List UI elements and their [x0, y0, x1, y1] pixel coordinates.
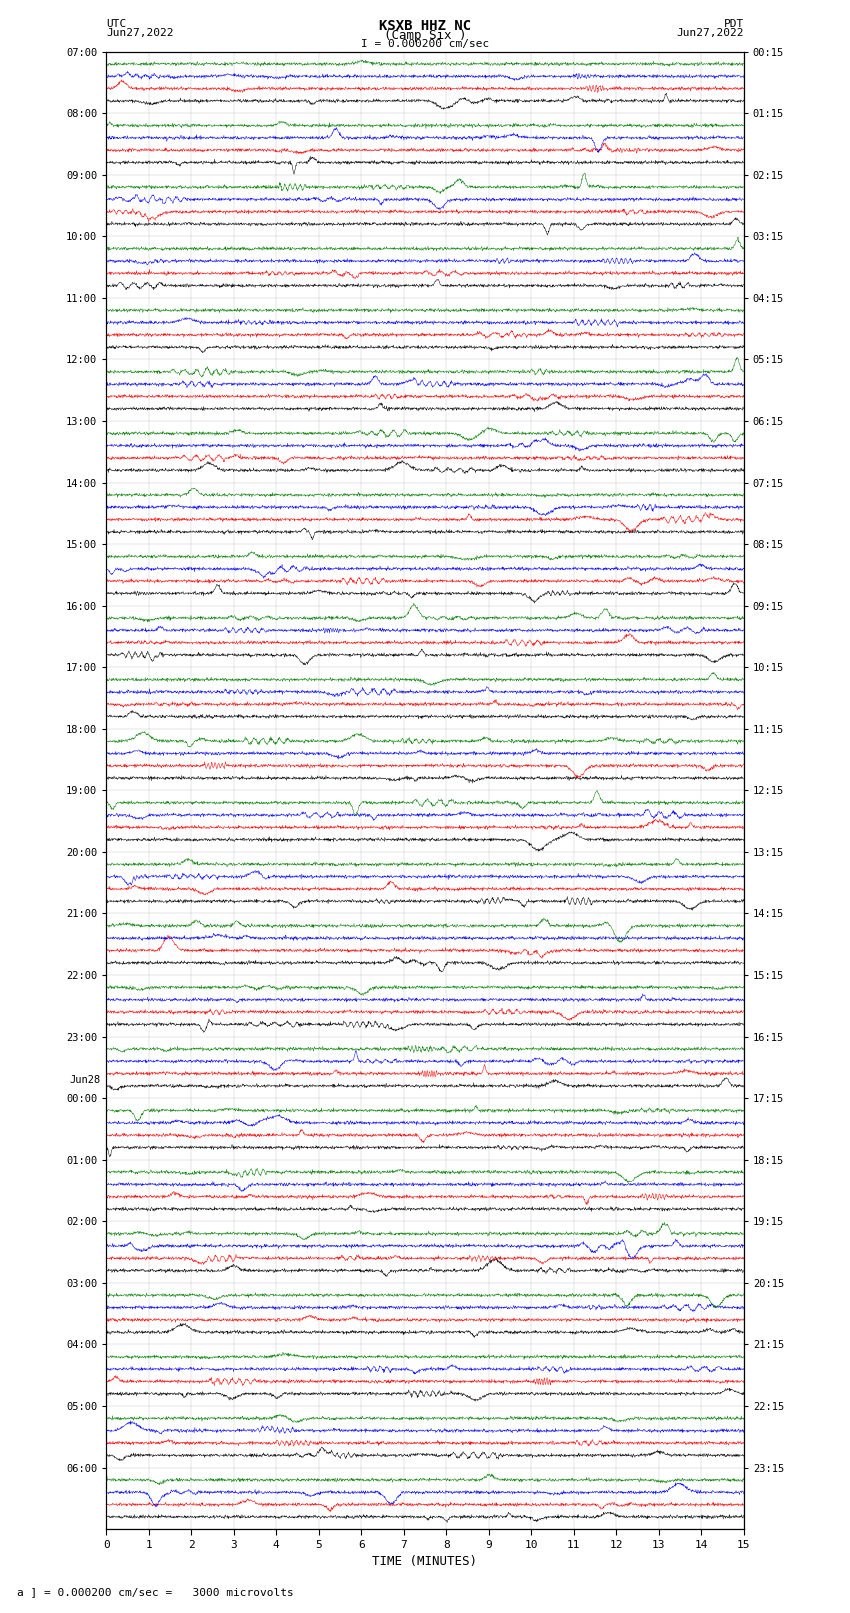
Text: UTC: UTC	[106, 18, 127, 29]
Text: Jun27,2022: Jun27,2022	[106, 29, 173, 39]
Text: Jun28: Jun28	[69, 1076, 100, 1086]
Text: a ] = 0.000200 cm/sec =   3000 microvolts: a ] = 0.000200 cm/sec = 3000 microvolts	[17, 1587, 294, 1597]
Text: KSXB HHZ NC: KSXB HHZ NC	[379, 18, 471, 32]
Text: PDT: PDT	[723, 18, 744, 29]
X-axis label: TIME (MINUTES): TIME (MINUTES)	[372, 1555, 478, 1568]
Text: Jun27,2022: Jun27,2022	[677, 29, 744, 39]
Text: (Camp Six ): (Camp Six )	[383, 29, 467, 42]
Text: I = 0.000200 cm/sec: I = 0.000200 cm/sec	[361, 39, 489, 48]
